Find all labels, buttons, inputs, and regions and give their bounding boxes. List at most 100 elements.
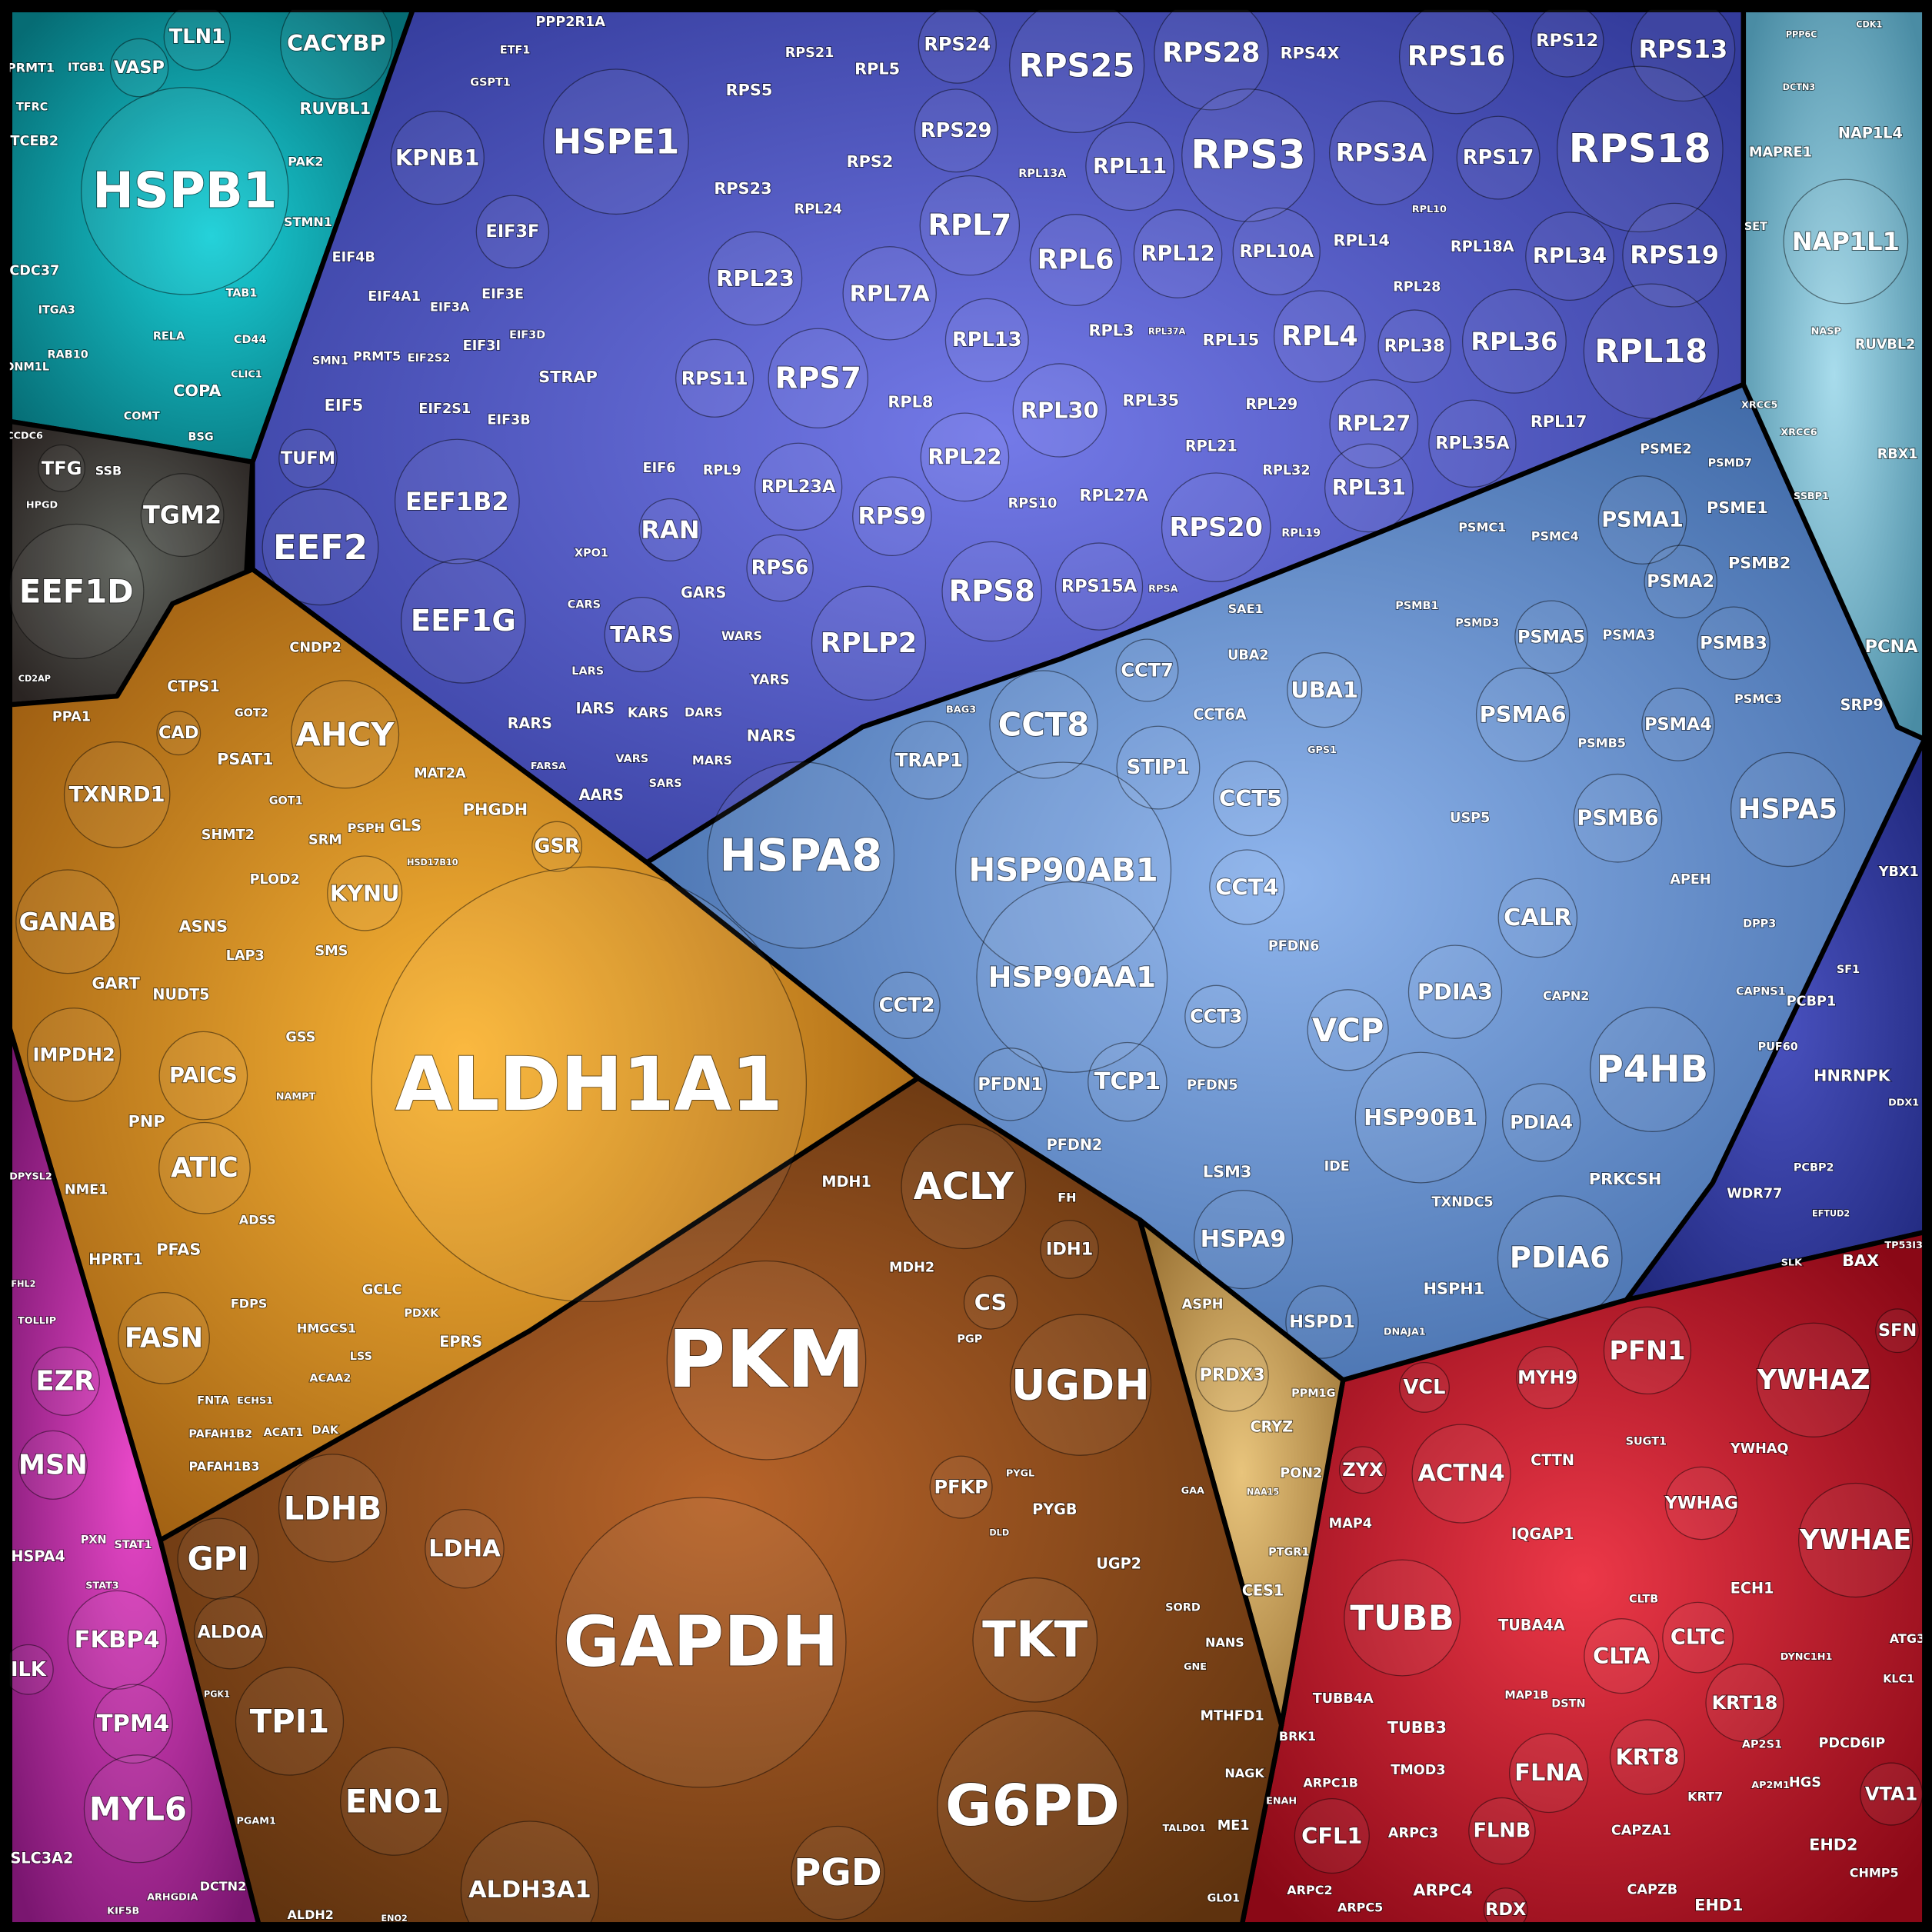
cell-label: RPL35A <box>1435 434 1510 454</box>
cell-label: TOLLIP <box>18 1315 56 1327</box>
cell-label: DDX1 <box>1888 1097 1919 1108</box>
cell <box>1497 878 1578 958</box>
cell-label: RPL8 <box>888 392 933 411</box>
cell-label: PYGL <box>1006 1468 1034 1480</box>
cell-label: PGD <box>794 1851 882 1894</box>
cell <box>1354 1051 1487 1184</box>
cell <box>193 1595 268 1670</box>
cell-label: RPL17 <box>1531 412 1587 431</box>
cell <box>425 1508 505 1589</box>
cell-label: EFTUD2 <box>1812 1209 1850 1219</box>
cell <box>63 741 171 848</box>
cell-label: ME1 <box>1217 1818 1250 1834</box>
cell <box>1730 751 1846 868</box>
cell-label: CNDP2 <box>289 641 341 656</box>
cell-label: PHGDH <box>463 801 528 819</box>
cell-label: RPS20 <box>1169 512 1263 542</box>
cell-label: NAA15 <box>1247 1487 1280 1497</box>
cell <box>280 0 393 100</box>
cell <box>81 87 289 295</box>
cell <box>1664 1466 1739 1541</box>
cell-label: ATG3 <box>1890 1631 1925 1646</box>
cell-label: SHMT2 <box>202 828 255 843</box>
cell-label: XPO1 <box>575 547 608 559</box>
cell-label: NASP <box>1811 325 1841 337</box>
cell-label: HSD17B10 <box>407 858 458 868</box>
cell-label: GSR <box>535 835 580 858</box>
cell-label: PCBP2 <box>1794 1162 1834 1174</box>
cell-label: DAK <box>312 1424 339 1437</box>
cell-label: CDC37 <box>9 263 59 278</box>
cell-label: RPL9 <box>703 463 741 478</box>
cell-label: NAP1L1 <box>1792 227 1900 256</box>
cell-label: LSM3 <box>1203 1163 1251 1181</box>
cell <box>1428 399 1517 488</box>
cell <box>1398 0 1514 115</box>
cell <box>1329 379 1419 468</box>
cell-label: ILK <box>11 1658 47 1681</box>
cell-label: PDIA3 <box>1417 979 1493 1005</box>
cell <box>1085 122 1174 212</box>
cell-label: UGP2 <box>1096 1554 1141 1572</box>
cell-label: SMN1 <box>312 355 348 367</box>
cell-label: PYGB <box>1032 1501 1077 1518</box>
cell-label: KARS <box>628 706 669 721</box>
cell-label: ARPC5 <box>1337 1900 1383 1914</box>
cell-label: TCP1 <box>1094 1068 1161 1095</box>
cell <box>944 298 1029 382</box>
cell-label: PSMB6 <box>1577 806 1658 830</box>
cell-label: RPS9 <box>858 503 926 530</box>
cell-label: MAPRE1 <box>1749 145 1812 161</box>
cell-label: GLO1 <box>1207 1893 1240 1905</box>
cell-label: RPS5 <box>726 81 773 99</box>
cell <box>914 88 998 173</box>
cell <box>1116 725 1201 810</box>
cell-label: CTPS1 <box>167 678 220 695</box>
cell-label: EZR <box>36 1365 95 1397</box>
cell-label: UBA1 <box>1291 677 1358 703</box>
cell-label: IDH1 <box>1046 1239 1093 1259</box>
cell-label: RPL28 <box>1393 279 1441 295</box>
cell <box>1516 1346 1580 1410</box>
cell-label: RDX <box>1485 1900 1526 1920</box>
cell-label: KRT8 <box>1615 1744 1679 1770</box>
cell-label: RPL10A <box>1239 242 1314 261</box>
cell-label: ASPH <box>1182 1297 1224 1313</box>
cell <box>1475 667 1571 762</box>
cell-label: EIF4A1 <box>368 289 421 305</box>
cell-label: XRCC5 <box>1741 400 1778 411</box>
cell-label: COMT <box>124 410 160 422</box>
cell-label: CCT7 <box>1121 660 1173 681</box>
cell <box>889 721 969 800</box>
cell-label: RPL13A <box>1018 168 1067 180</box>
cell <box>1181 88 1315 222</box>
cell <box>1328 100 1434 205</box>
cell-label: KPNB1 <box>395 145 480 171</box>
cell-label: TFRC <box>16 101 48 113</box>
cell-label: DPP3 <box>1743 918 1776 931</box>
cell-label: PSMA5 <box>1517 627 1585 647</box>
cell <box>666 1260 867 1461</box>
cell-label: AHCY <box>296 715 395 753</box>
cell-label: BAX <box>1842 1251 1879 1270</box>
cell <box>531 821 583 872</box>
cell-label: STAT1 <box>115 1539 152 1551</box>
cell-label: CTTN <box>1531 1451 1574 1469</box>
cell <box>118 1291 210 1384</box>
cell-label: PDIA6 <box>1510 1241 1611 1275</box>
cell-label: TUBB3 <box>1387 1718 1447 1737</box>
cell <box>1012 363 1107 458</box>
cell-label: NAGK <box>1224 1766 1264 1780</box>
cell <box>1209 849 1285 925</box>
cell-label: CACYBP <box>287 30 386 56</box>
cell-label: CES1 <box>1242 1582 1284 1600</box>
cell-label: EIF2S2 <box>408 352 450 365</box>
cell-label: TPM4 <box>97 1710 170 1737</box>
cell <box>1622 202 1727 308</box>
cell <box>1456 115 1541 200</box>
cell-label: GARS <box>681 584 726 601</box>
cell-label: RPSA <box>1148 583 1178 595</box>
cell <box>791 1825 885 1920</box>
cell-label: FKBP4 <box>75 1627 160 1654</box>
